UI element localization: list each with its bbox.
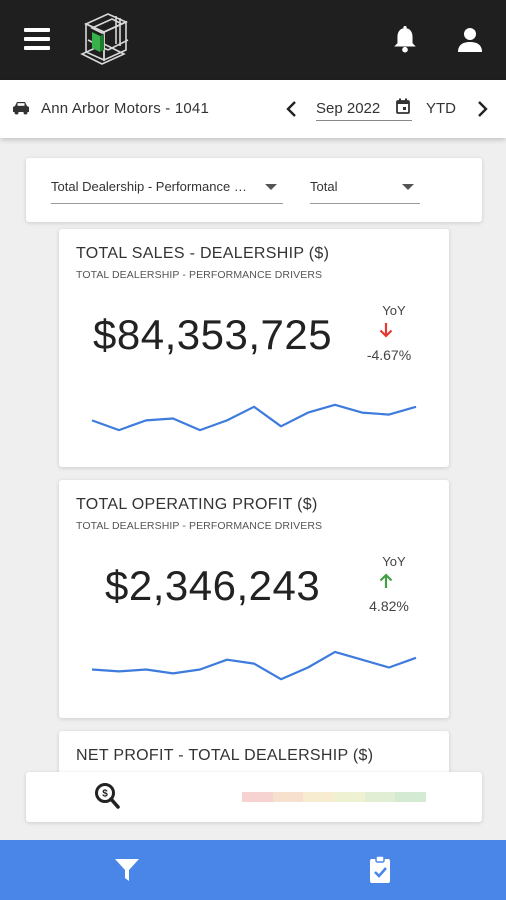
cube-logo-icon[interactable]	[78, 10, 134, 72]
yoy-label: YoY	[382, 303, 406, 318]
kpi-subtitle: TOTAL DEALERSHIP - PERFORMANCE DRIVERS	[76, 520, 323, 532]
heat-swatch-1	[272, 792, 304, 802]
chevron-right-icon[interactable]	[472, 98, 492, 120]
heat-swatch-3	[334, 792, 365, 802]
zoom-legend-bar: $	[26, 772, 482, 822]
arrow-down-icon	[379, 323, 393, 338]
operating-profit-trend-sparkline	[91, 650, 417, 681]
svg-text:$: $	[102, 789, 108, 800]
performance-group-select[interactable]: Total Dealership - Performance Drivers	[51, 178, 283, 204]
kpi-card-total-sales[interactable]: TOTAL SALES - DEALERSHIP ($) TOTAL DEALE…	[59, 229, 449, 467]
performance-group-value: Total Dealership - Performance Drivers	[51, 179, 256, 194]
yoy-value: -4.67%	[366, 347, 412, 363]
calendar-icon[interactable]	[396, 98, 410, 114]
zoom-search-icon[interactable]: $	[94, 782, 120, 810]
filter-card: Total Dealership - Performance Drivers T…	[26, 158, 482, 222]
kpi-card-operating-profit[interactable]: TOTAL OPERATING PROFIT ($) TOTAL DEALERS…	[59, 480, 449, 718]
caret-down-icon	[265, 184, 277, 190]
kpi-title: TOTAL SALES - DEALERSHIP ($)	[76, 245, 330, 262]
department-value: Total	[310, 179, 338, 194]
heat-swatch-5	[395, 792, 427, 802]
heat-swatch-0	[242, 792, 273, 802]
performance-heat-legend	[242, 792, 427, 802]
car-icon	[13, 102, 29, 115]
dealer-period-bar: Ann Arbor Motors - 1041 Sep 2022 YTD	[0, 80, 506, 138]
kpi-subtitle: TOTAL DEALERSHIP - PERFORMANCE DRIVERS	[76, 269, 323, 281]
caret-down-icon	[402, 184, 414, 190]
department-select[interactable]: Total	[310, 178, 420, 204]
arrow-up-icon	[379, 573, 393, 588]
hamburger-icon[interactable]	[24, 28, 50, 50]
sparkline-path	[91, 403, 417, 432]
heat-swatch-2	[303, 792, 335, 802]
chevron-left-icon[interactable]	[282, 98, 302, 120]
bottom-navigation	[0, 840, 506, 900]
user-icon[interactable]	[456, 26, 484, 54]
kpi-title: NET PROFIT - TOTAL DEALERSHIP ($)	[76, 747, 374, 764]
period-toggle[interactable]: YTD	[426, 100, 456, 117]
kpi-value: $2,346,243	[105, 562, 321, 609]
clipboard-check-icon[interactable]	[368, 855, 392, 885]
top-app-bar	[0, 0, 506, 80]
yoy-value: 4.82%	[369, 598, 409, 614]
sales-trend-sparkline	[91, 403, 417, 432]
dealer-name[interactable]: Ann Arbor Motors - 1041	[41, 100, 210, 117]
yoy-label: YoY	[382, 554, 406, 569]
bell-icon[interactable]	[392, 26, 418, 54]
kpi-title: TOTAL OPERATING PROFIT ($)	[76, 496, 318, 513]
month-picker[interactable]: Sep 2022	[316, 100, 412, 121]
sparkline-path	[91, 650, 417, 681]
heat-swatch-4	[364, 792, 396, 802]
filter-icon[interactable]	[114, 857, 140, 883]
kpi-value: $84,353,725	[93, 311, 333, 358]
